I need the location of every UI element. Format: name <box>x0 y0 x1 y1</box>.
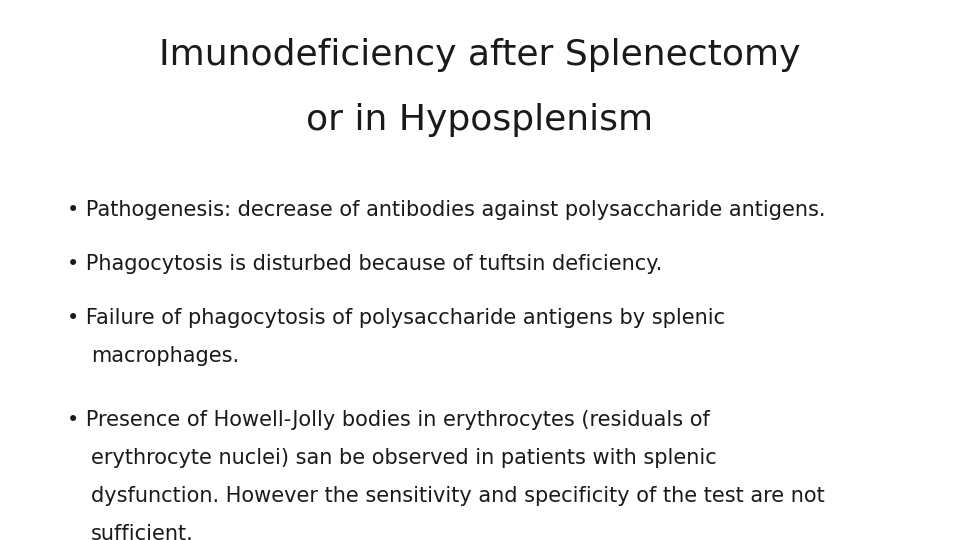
Text: erythrocyte nuclei) san be observed in patients with splenic: erythrocyte nuclei) san be observed in p… <box>91 448 717 468</box>
Text: dysfunction. However the sensitivity and specificity of the test are not: dysfunction. However the sensitivity and… <box>91 486 825 506</box>
Text: sufficient.: sufficient. <box>91 524 194 540</box>
Text: • Pathogenesis: decrease of antibodies against polysaccharide antigens.: • Pathogenesis: decrease of antibodies a… <box>67 200 826 220</box>
Text: • Phagocytosis is disturbed because of tuftsin deficiency.: • Phagocytosis is disturbed because of t… <box>67 254 662 274</box>
Text: • Presence of Howell-Jolly bodies in erythrocytes (residuals of: • Presence of Howell-Jolly bodies in ery… <box>67 410 710 430</box>
Text: or in Hyposplenism: or in Hyposplenism <box>306 103 654 137</box>
Text: Imunodeficiency after Splenectomy: Imunodeficiency after Splenectomy <box>159 38 801 72</box>
Text: macrophages.: macrophages. <box>91 346 239 366</box>
Text: • Failure of phagocytosis of polysaccharide antigens by splenic: • Failure of phagocytosis of polysacchar… <box>67 308 726 328</box>
